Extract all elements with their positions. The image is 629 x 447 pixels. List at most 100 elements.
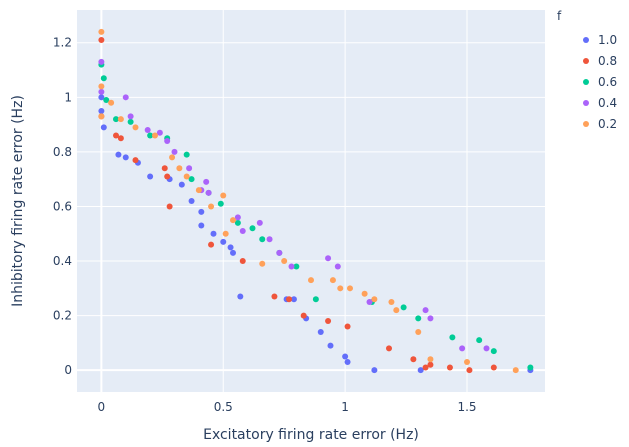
data-point[interactable] — [98, 37, 105, 44]
data-point[interactable] — [371, 296, 378, 303]
data-point[interactable] — [113, 116, 119, 123]
data-point[interactable] — [312, 296, 319, 303]
data-point[interactable] — [122, 94, 129, 101]
data-point[interactable] — [171, 148, 178, 155]
data-point[interactable] — [344, 323, 351, 330]
data-point[interactable] — [164, 173, 171, 180]
legend-item-0-6[interactable]: 0.6 — [583, 75, 617, 89]
data-point[interactable] — [271, 293, 278, 300]
data-point[interactable] — [249, 225, 256, 232]
data-point[interactable] — [259, 260, 266, 267]
data-point[interactable] — [176, 165, 183, 172]
data-point[interactable] — [98, 113, 105, 120]
data-point[interactable] — [103, 97, 110, 104]
data-point[interactable] — [127, 118, 134, 125]
data-point[interactable] — [415, 315, 422, 322]
data-point[interactable] — [325, 318, 332, 325]
data-point[interactable] — [334, 263, 341, 270]
data-point[interactable] — [417, 367, 424, 374]
data-point[interactable] — [422, 364, 429, 371]
data-point[interactable] — [98, 94, 105, 101]
data-point[interactable] — [156, 129, 163, 136]
data-point[interactable] — [288, 263, 295, 270]
data-point[interactable] — [290, 296, 297, 303]
data-point[interactable] — [237, 293, 244, 300]
data-point[interactable] — [422, 307, 429, 314]
data-point[interactable] — [166, 203, 173, 210]
data-point[interactable] — [239, 228, 246, 235]
data-point[interactable] — [476, 337, 483, 344]
data-point[interactable] — [230, 217, 236, 224]
data-point[interactable] — [108, 99, 115, 106]
legend[interactable]: f 1.0 0.8 0.6 0.4 0.2 — [557, 9, 617, 131]
data-point[interactable] — [464, 358, 470, 365]
data-point[interactable] — [234, 219, 241, 226]
data-point[interactable] — [100, 75, 107, 82]
data-point[interactable] — [386, 345, 392, 352]
data-point[interactable] — [117, 135, 124, 142]
data-point[interactable] — [183, 173, 190, 180]
data-point[interactable] — [178, 181, 185, 188]
data-point[interactable] — [203, 178, 210, 185]
data-point[interactable] — [317, 328, 324, 335]
data-point[interactable] — [276, 249, 283, 256]
data-point[interactable] — [400, 304, 407, 311]
legend-item-0-4[interactable]: 0.4 — [583, 96, 617, 110]
data-point[interactable] — [220, 238, 227, 245]
data-point[interactable] — [427, 356, 434, 363]
data-point[interactable] — [164, 137, 171, 144]
data-point[interactable] — [147, 132, 154, 139]
data-point[interactable] — [415, 328, 422, 335]
data-point[interactable] — [100, 124, 107, 131]
data-point[interactable] — [344, 358, 351, 365]
data-point[interactable] — [227, 244, 234, 251]
data-point[interactable] — [259, 236, 266, 243]
data-point[interactable] — [183, 151, 190, 158]
legend-item-1-0[interactable]: 1.0 — [583, 33, 617, 47]
data-point[interactable] — [337, 285, 344, 292]
data-point[interactable] — [144, 127, 151, 134]
data-point[interactable] — [527, 364, 534, 371]
data-point[interactable] — [198, 222, 205, 229]
data-point[interactable] — [239, 258, 246, 265]
data-point[interactable] — [325, 255, 332, 262]
data-point[interactable] — [188, 176, 195, 183]
data-point[interactable] — [512, 367, 519, 374]
data-point[interactable] — [427, 315, 434, 322]
data-point[interactable] — [210, 230, 217, 237]
data-point[interactable] — [293, 263, 300, 270]
data-point[interactable] — [117, 116, 124, 123]
data-point[interactable] — [234, 214, 241, 221]
data-point[interactable] — [410, 356, 417, 363]
data-point[interactable] — [115, 151, 122, 158]
legend-items[interactable]: 1.0 0.8 0.6 0.4 0.2 — [583, 33, 617, 131]
data-point[interactable] — [132, 157, 139, 164]
data-point[interactable] — [147, 173, 154, 180]
data-point[interactable] — [122, 154, 129, 161]
data-point[interactable] — [98, 83, 105, 90]
data-point[interactable] — [308, 277, 314, 284]
data-point[interactable] — [169, 154, 176, 161]
data-point[interactable] — [490, 364, 497, 371]
data-point[interactable] — [427, 361, 434, 368]
data-point[interactable] — [371, 367, 378, 374]
data-point[interactable] — [466, 367, 473, 374]
data-point[interactable] — [217, 200, 224, 207]
data-point[interactable] — [281, 258, 288, 265]
data-point[interactable] — [208, 203, 215, 210]
data-point[interactable] — [388, 298, 395, 305]
data-point[interactable] — [127, 113, 134, 120]
data-point[interactable] — [222, 230, 229, 237]
data-point[interactable] — [256, 219, 263, 226]
data-point[interactable] — [98, 58, 105, 65]
data-point[interactable] — [152, 132, 158, 139]
data-point[interactable] — [327, 342, 334, 349]
data-point[interactable] — [300, 312, 307, 319]
data-point[interactable] — [98, 107, 105, 114]
data-point[interactable] — [113, 132, 119, 139]
data-point[interactable] — [161, 165, 168, 172]
data-point[interactable] — [198, 208, 205, 215]
data-point[interactable] — [205, 189, 212, 196]
data-point[interactable] — [195, 187, 202, 194]
data-point[interactable] — [366, 298, 373, 305]
